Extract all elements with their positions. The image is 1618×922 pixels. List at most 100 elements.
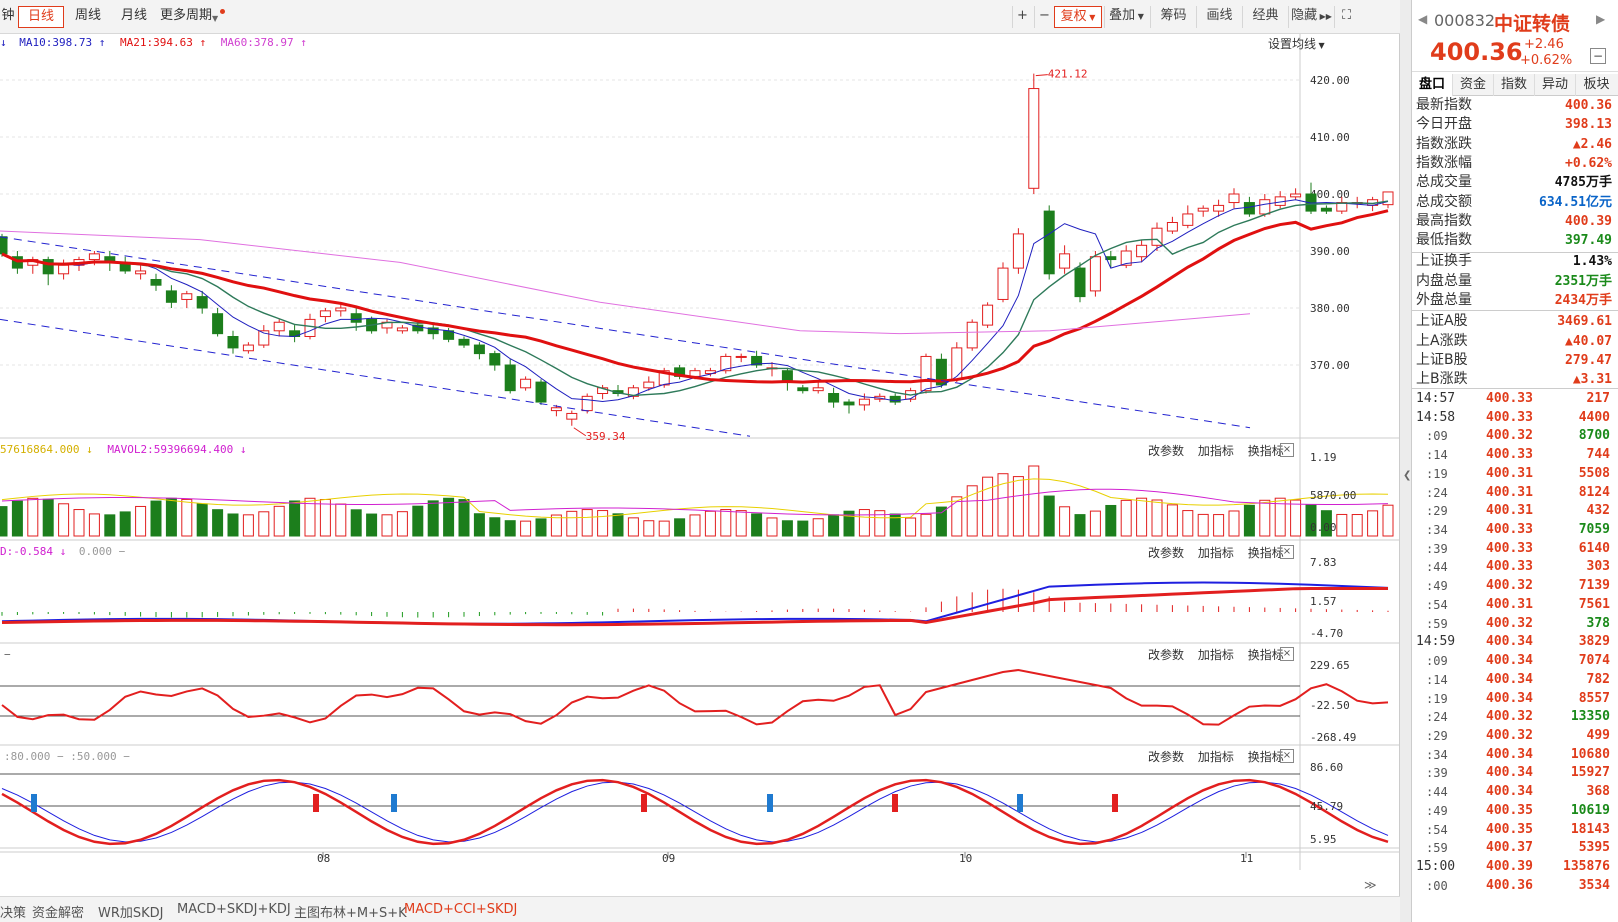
period-minute-button[interactable]: 钟 bbox=[1, 8, 15, 23]
volume-values: 57616864.000 ↓ MAVOL2:59396694.400 ↓ bbox=[0, 443, 246, 456]
more-periods-chevron-icon[interactable]: ▼ bbox=[212, 14, 219, 23]
classic-button[interactable]: 经典 bbox=[1242, 6, 1288, 28]
hide-button[interactable]: 隐藏 ▶▶ bbox=[1288, 6, 1334, 28]
tab-funds[interactable]: 资金 bbox=[1453, 74, 1494, 96]
zoom-out-button[interactable]: − bbox=[1034, 6, 1054, 28]
tick-row: :09 400.34 7074 bbox=[1412, 652, 1618, 671]
skdj-axis-label: 45.79 bbox=[1310, 800, 1343, 813]
skdj-swap-indicator-button[interactable]: 换指标 bbox=[1247, 750, 1284, 764]
volume-bar bbox=[212, 509, 224, 537]
candle-body bbox=[258, 330, 270, 346]
date-axis-label: 10 bbox=[959, 852, 972, 865]
ma21-thick-line bbox=[1, 209, 1389, 384]
cci-swap-indicator-button[interactable]: 换指标 bbox=[1247, 648, 1284, 662]
tick-row: 14:57 400.33 217 bbox=[1412, 390, 1618, 409]
draw-line-button[interactable]: 画线 bbox=[1196, 6, 1242, 28]
candle-body bbox=[489, 353, 501, 366]
tick-time: :34 bbox=[1426, 523, 1448, 538]
tab-anomaly[interactable]: 异动 bbox=[1535, 74, 1576, 96]
ma-settings-button[interactable]: 设置均线 ▼ bbox=[1268, 35, 1325, 52]
skdj-params-button[interactable]: 改参数 bbox=[1148, 750, 1185, 764]
volume-bar bbox=[242, 514, 254, 537]
tab-order-book[interactable]: 盘口 bbox=[1412, 74, 1453, 96]
macd-swap-indicator-button[interactable]: 换指标 bbox=[1247, 546, 1284, 560]
kline-chart-area[interactable]: 420.00 410.00 400.00 390.00 380.00 370.00 421.… bbox=[0, 0, 1400, 922]
minimize-icon[interactable]: − bbox=[1590, 48, 1606, 64]
volume-bar bbox=[1290, 499, 1302, 537]
volume-bar bbox=[874, 510, 886, 537]
tick-volume: 782 bbox=[1586, 671, 1610, 687]
cci-close-icon[interactable]: × bbox=[1280, 647, 1294, 661]
volume-bar bbox=[1089, 510, 1101, 537]
tab-decision[interactable]: 决策 bbox=[0, 906, 27, 921]
tab-macd-skdj-kdj[interactable]: MACD+SKDJ+KDJ bbox=[177, 902, 291, 917]
quote-label: 上证换手 bbox=[1416, 253, 1472, 270]
macd-params-button[interactable]: 改参数 bbox=[1148, 546, 1185, 560]
volume-bar bbox=[473, 513, 485, 537]
candle-body bbox=[735, 355, 747, 358]
candle-body bbox=[1290, 193, 1302, 198]
prev-security-icon[interactable]: ◀ bbox=[1418, 12, 1428, 26]
macd-add-indicator-button[interactable]: 加指标 bbox=[1197, 546, 1234, 560]
volume-bar bbox=[1274, 497, 1286, 537]
tick-volume: 7139 bbox=[1578, 578, 1610, 594]
skdj-close-icon[interactable]: × bbox=[1280, 749, 1294, 763]
tab-fund-decode[interactable]: 资金解密 bbox=[32, 906, 85, 921]
tick-time: :19 bbox=[1426, 466, 1448, 481]
tick-time: :44 bbox=[1426, 785, 1448, 800]
chips-button[interactable]: 筹码 bbox=[1150, 6, 1196, 28]
adjust-rights-button[interactable]: 复权 ▼ bbox=[1054, 6, 1102, 28]
tab-sector[interactable]: 板块 bbox=[1583, 77, 1610, 92]
collapse-arrow-icon[interactable]: ❮ bbox=[1403, 470, 1412, 481]
chart-canvas[interactable]: 420.00 410.00 400.00 390.00 380.00 370.00 421.… bbox=[0, 0, 1400, 922]
volume-close-icon[interactable]: × bbox=[1280, 443, 1294, 457]
scroll-right-icon[interactable]: ≫ bbox=[1364, 878, 1377, 892]
tab-wr-skdj[interactable]: WR加SKDJ bbox=[98, 906, 164, 921]
divider bbox=[1412, 388, 1618, 389]
tab-macd-cci-skdj[interactable]: MACD+CCI+SKDJ bbox=[404, 902, 518, 917]
volume-bar bbox=[273, 505, 285, 537]
overlay-button[interactable]: 叠加 ▼ bbox=[1104, 6, 1148, 28]
period-month-button[interactable]: 月线 bbox=[120, 8, 147, 23]
next-security-icon[interactable]: ▶ bbox=[1596, 12, 1606, 26]
tick-price: 400.32 bbox=[1486, 578, 1533, 594]
candle-body bbox=[889, 395, 901, 403]
tick-row: 14:58 400.33 4400 bbox=[1412, 409, 1618, 428]
tick-row: :14 400.33 744 bbox=[1412, 446, 1618, 465]
macd-close-icon[interactable]: × bbox=[1280, 545, 1294, 559]
period-day-button[interactable]: 日线 bbox=[18, 6, 64, 28]
skdj-add-indicator-button[interactable]: 加指标 bbox=[1197, 750, 1234, 764]
volume-bar bbox=[997, 473, 1009, 537]
cci-axis-label: -22.50 bbox=[1310, 699, 1350, 712]
zoom-in-button[interactable]: + bbox=[1012, 6, 1032, 28]
panel-splitter[interactable]: ❮ bbox=[1400, 0, 1412, 922]
volume-bar bbox=[289, 500, 301, 537]
quote-label: 上证B股 bbox=[1416, 351, 1468, 368]
volume-params-button[interactable]: 改参数 bbox=[1148, 444, 1185, 458]
volume-swap-indicator-button[interactable]: 换指标 bbox=[1247, 444, 1284, 458]
price-axis-label: 410.00 bbox=[1310, 131, 1350, 144]
period-week-button[interactable]: 周线 bbox=[74, 8, 101, 23]
tab-boll-m-s-k[interactable]: 主图布林+M+S+K bbox=[294, 906, 407, 921]
volume-bar bbox=[165, 497, 177, 537]
quote-value: 634.51亿元 bbox=[1539, 194, 1612, 210]
macd-zero-dash-icon: − bbox=[118, 545, 126, 558]
high-annotation: 421.12 bbox=[1048, 68, 1088, 81]
tick-time: :00 bbox=[1426, 878, 1448, 893]
tab-index[interactable]: 指数 bbox=[1494, 74, 1535, 96]
tick-row: 15:00 400.39 135876 bbox=[1412, 858, 1618, 877]
expand-icon[interactable]: ⛶ bbox=[1334, 6, 1358, 28]
volume-bar bbox=[0, 506, 8, 537]
candle-body bbox=[581, 395, 593, 412]
quote-row: 最低指数 397.49 bbox=[1412, 231, 1618, 250]
cci-params-button[interactable]: 改参数 bbox=[1148, 648, 1185, 662]
tick-volume: 8124 bbox=[1578, 484, 1610, 500]
tick-volume: 7074 bbox=[1578, 653, 1610, 669]
volume-bar bbox=[1120, 499, 1132, 537]
candle-body bbox=[88, 253, 100, 261]
volume-add-indicator-button[interactable]: 加指标 bbox=[1197, 444, 1234, 458]
tick-volume: 5395 bbox=[1578, 840, 1610, 856]
more-periods-button[interactable]: 更多周期 bbox=[159, 8, 212, 23]
cci-add-indicator-button[interactable]: 加指标 bbox=[1197, 648, 1234, 662]
tick-volume: 15927 bbox=[1570, 765, 1610, 781]
